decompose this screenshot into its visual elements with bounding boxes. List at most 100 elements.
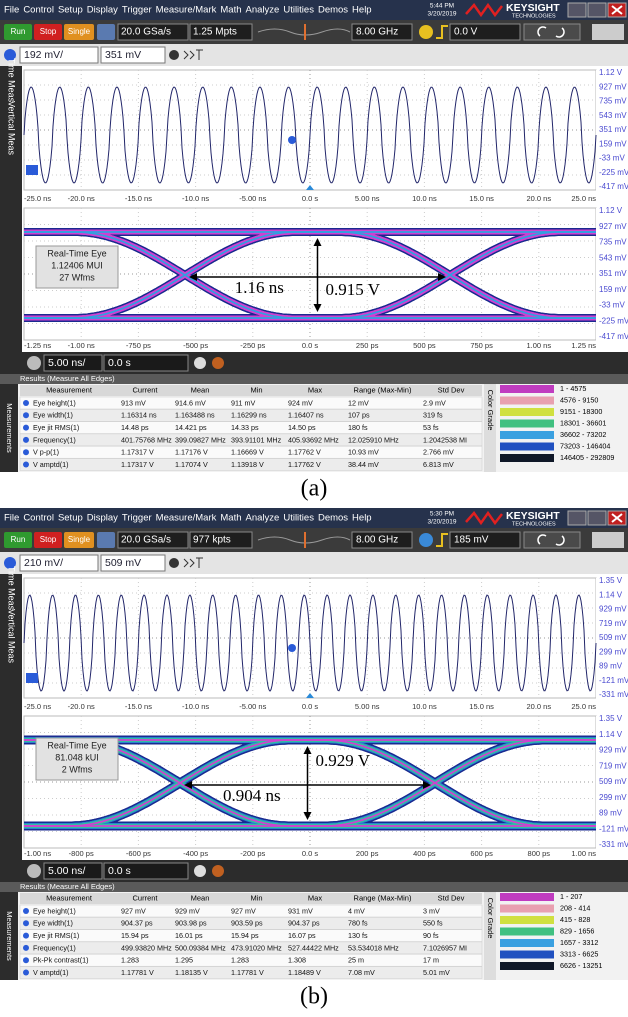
undo-button[interactable] xyxy=(524,24,580,40)
menu-item[interactable]: Analyze xyxy=(246,513,280,524)
table-cell: Frequency(1) xyxy=(33,943,76,952)
menu-item[interactable]: Demos xyxy=(318,513,348,524)
menu-item[interactable]: File xyxy=(4,513,19,524)
trigger-icon[interactable] xyxy=(419,25,433,39)
table-cell: 1.13918 V xyxy=(231,460,264,469)
side-tab[interactable]: Time Meas xyxy=(7,58,17,103)
menu-item[interactable]: Trigger xyxy=(122,5,152,16)
color-swatch xyxy=(500,893,554,901)
timebase-badge[interactable] xyxy=(27,864,41,878)
menu-item[interactable]: Utilities xyxy=(283,513,314,524)
zoom-icon[interactable] xyxy=(194,357,206,369)
memory-depth: 977 kpts xyxy=(193,535,231,546)
table-cell: 38.44 mV xyxy=(348,460,379,469)
row-bullet xyxy=(23,449,29,455)
x-axis-label: -400 ps xyxy=(183,849,208,858)
table-cell: 53 fs xyxy=(423,423,439,432)
y-axis-label: 1.35 V xyxy=(599,714,623,723)
table-cell: 401.75768 MHz xyxy=(121,435,172,444)
table-cell: 130 fs xyxy=(348,931,368,940)
table-cell: 1.283 xyxy=(231,956,249,965)
menu-item[interactable]: Display xyxy=(87,513,118,524)
menu-item[interactable]: Analyze xyxy=(246,5,280,16)
menu-item[interactable]: Display xyxy=(87,5,118,16)
undo-button[interactable] xyxy=(524,532,580,548)
menu-item[interactable]: Utilities xyxy=(283,5,314,16)
menu-item[interactable]: Measure/Mark xyxy=(156,513,217,524)
zoom-icon[interactable] xyxy=(194,865,206,877)
y-axis-label: 1.12 V xyxy=(599,206,623,215)
trigger-icon[interactable] xyxy=(419,533,433,547)
color-icon[interactable] xyxy=(212,357,224,369)
x-axis-label: 15.0 ns xyxy=(469,194,494,203)
x-axis-label: -750 ps xyxy=(126,341,151,350)
table-cell: Pk-Pk contrast(1) xyxy=(33,956,89,965)
memory-depth: 1.25 Mpts xyxy=(193,27,237,38)
table-cell: 904.37 ps xyxy=(288,919,320,928)
eye-width-label: 0.904 ns xyxy=(223,786,281,805)
eye-info: 27 Wfms xyxy=(59,272,95,282)
menu-item[interactable]: Control xyxy=(23,513,54,524)
color-grade-range: 829 - 1656 xyxy=(560,926,594,935)
window-max[interactable] xyxy=(588,3,606,17)
color-swatch xyxy=(500,443,554,451)
y-axis-label: 927 mV xyxy=(599,222,627,231)
color-grade-range: 3313 - 6625 xyxy=(560,949,598,958)
auto-icon[interactable] xyxy=(97,532,115,548)
menu-item[interactable]: Setup xyxy=(58,513,83,524)
window-max[interactable] xyxy=(588,511,606,525)
window-min[interactable] xyxy=(568,511,586,525)
side-tab[interactable]: Vertical Meas xyxy=(7,101,17,156)
channel-add[interactable] xyxy=(169,50,179,60)
menu-item[interactable]: Measure/Mark xyxy=(156,5,217,16)
channel-ground-marker xyxy=(26,673,38,683)
y-axis-label: 351 mV xyxy=(599,125,627,134)
marker xyxy=(288,644,296,652)
table-cell: 527.44422 MHz xyxy=(288,943,339,952)
side-tab[interactable]: Time Meas xyxy=(7,566,17,611)
row-bullet xyxy=(23,933,29,939)
table-cell: 1.17074 V xyxy=(175,460,208,469)
menu-item[interactable]: Setup xyxy=(58,5,83,16)
table-header: Current xyxy=(132,893,158,902)
x-axis-label: -25.0 ns xyxy=(24,194,51,203)
color-icon[interactable] xyxy=(212,865,224,877)
table-cell: 924 mV xyxy=(288,398,313,407)
row-bullet xyxy=(23,908,29,914)
menu-item[interactable]: Help xyxy=(352,5,372,16)
menu-item[interactable]: Help xyxy=(352,513,372,524)
menu-item[interactable]: Math xyxy=(220,5,241,16)
color-swatch xyxy=(500,408,554,416)
window-min[interactable] xyxy=(568,3,586,17)
bandwidth: 8.00 GHz xyxy=(356,535,398,546)
table-cell: 14.421 ps xyxy=(175,423,207,432)
y-axis-label: 509 mV xyxy=(599,633,627,642)
table-cell: 903.59 ps xyxy=(231,919,263,928)
menu-item[interactable]: Control xyxy=(23,5,54,16)
menu-item[interactable]: Math xyxy=(220,513,241,524)
touch-button[interactable] xyxy=(592,532,624,548)
menu-item[interactable]: Trigger xyxy=(122,513,152,524)
color-grade-range: 4576 - 9150 xyxy=(560,395,598,404)
table-cell: 90 fs xyxy=(423,931,439,940)
y-axis-label: 543 mV xyxy=(599,111,627,120)
eye-height-label: 0.915 V xyxy=(326,280,381,299)
eye-info: 1.12406 MUI xyxy=(51,260,103,270)
auto-icon[interactable] xyxy=(97,24,115,40)
table-cell: 16.07 ps xyxy=(288,931,316,940)
side-tab[interactable]: Vertical Meas xyxy=(7,609,17,664)
x-axis-label: -10.0 ns xyxy=(182,194,209,203)
row-bullet xyxy=(23,970,29,976)
menu-item[interactable]: File xyxy=(4,5,19,16)
table-cell: Eye jit RMS(1) xyxy=(33,423,79,432)
timebase-badge[interactable] xyxy=(27,356,41,370)
channel-add[interactable] xyxy=(169,558,179,568)
touch-button[interactable] xyxy=(592,24,624,40)
y-axis-label: -225 mV xyxy=(599,168,628,177)
menu-item[interactable]: Demos xyxy=(318,5,348,16)
x-axis-label: 25.0 ns xyxy=(571,702,596,711)
table-cell: 17 m xyxy=(423,956,439,965)
table-cell: 1.17317 V xyxy=(121,448,154,457)
table-header: Min xyxy=(250,893,262,902)
y-axis-label: 929 mV xyxy=(599,605,627,614)
